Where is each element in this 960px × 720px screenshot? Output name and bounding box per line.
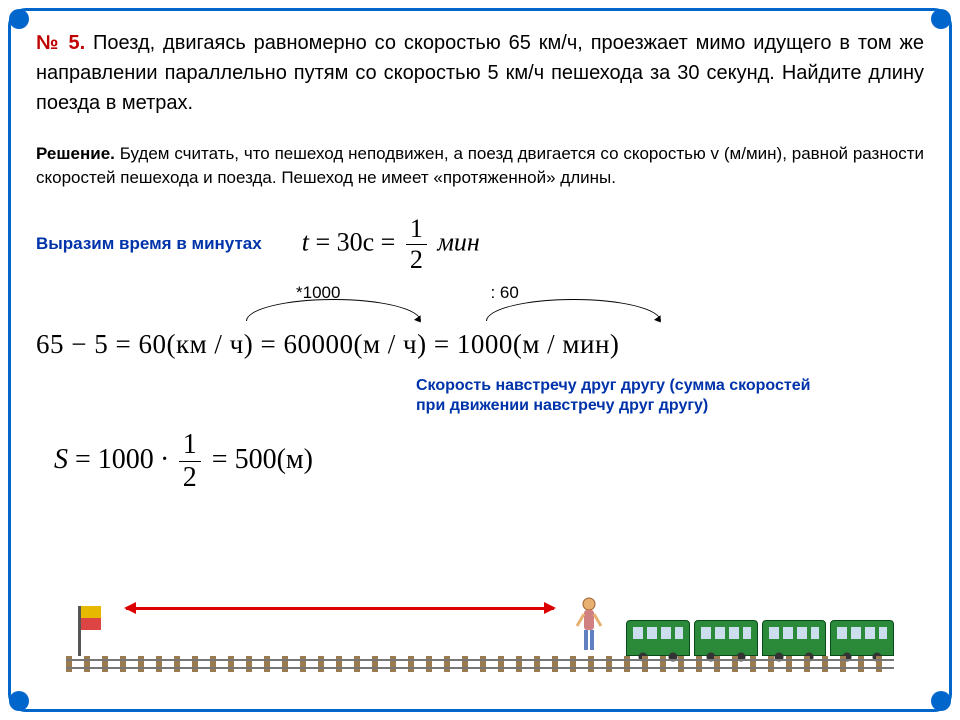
problem-statement: № 5. Поезд, двигаясь равномерно со скоро… <box>36 28 924 118</box>
solution-text: Будем считать, что пешеход неподвижен, а… <box>36 144 924 187</box>
train-icon <box>626 620 894 656</box>
speed-note: Скорость навстречу друг другу (сумма ско… <box>416 376 924 418</box>
train-car <box>694 620 758 656</box>
problem-number: № 5. <box>36 32 85 54</box>
problem-text: Поезд, двигаясь равномерно со скоростью … <box>36 32 924 114</box>
arc-2 <box>486 299 661 321</box>
fraction-half: 1 2 <box>406 216 427 273</box>
solution-paragraph: Решение. Будем считать, что пешеход непо… <box>36 142 924 190</box>
train-car <box>830 620 894 656</box>
corner-dot <box>9 9 29 29</box>
conversion-arcs <box>166 299 924 323</box>
rail-track <box>66 656 894 672</box>
illustration <box>66 562 894 672</box>
solution-label: Решение. <box>36 144 115 163</box>
express-label: Выразим время в минутах <box>36 234 262 254</box>
speed-calculation: 65 − 5 = 60(км / ч) = 60000(м / ч) = 100… <box>36 329 924 360</box>
flag-icon <box>76 606 106 656</box>
train-car <box>762 620 826 656</box>
time-expression-row: Выразим время в минутах t = 30c = 1 2 ми… <box>36 216 924 273</box>
arc-1 <box>246 299 421 321</box>
corner-dot <box>931 691 951 711</box>
corner-dot <box>9 691 29 711</box>
pedestrian-icon <box>574 596 604 656</box>
slide-content: № 5. Поезд, двигаясь равномерно со скоро… <box>36 28 924 692</box>
time-equation: t = 30c = 1 2 мин <box>302 216 480 273</box>
note-line-2: при движении навстречу друг другу) <box>416 396 924 417</box>
answer-equation: S = 1000 · 1 2 = 500(м) <box>54 431 924 492</box>
corner-dot <box>931 9 951 29</box>
distance-arrow <box>126 607 554 610</box>
note-line-1: Скорость навстречу друг другу (сумма ско… <box>416 376 924 397</box>
train-car <box>626 620 690 656</box>
fraction-half-2: 1 2 <box>179 431 201 492</box>
